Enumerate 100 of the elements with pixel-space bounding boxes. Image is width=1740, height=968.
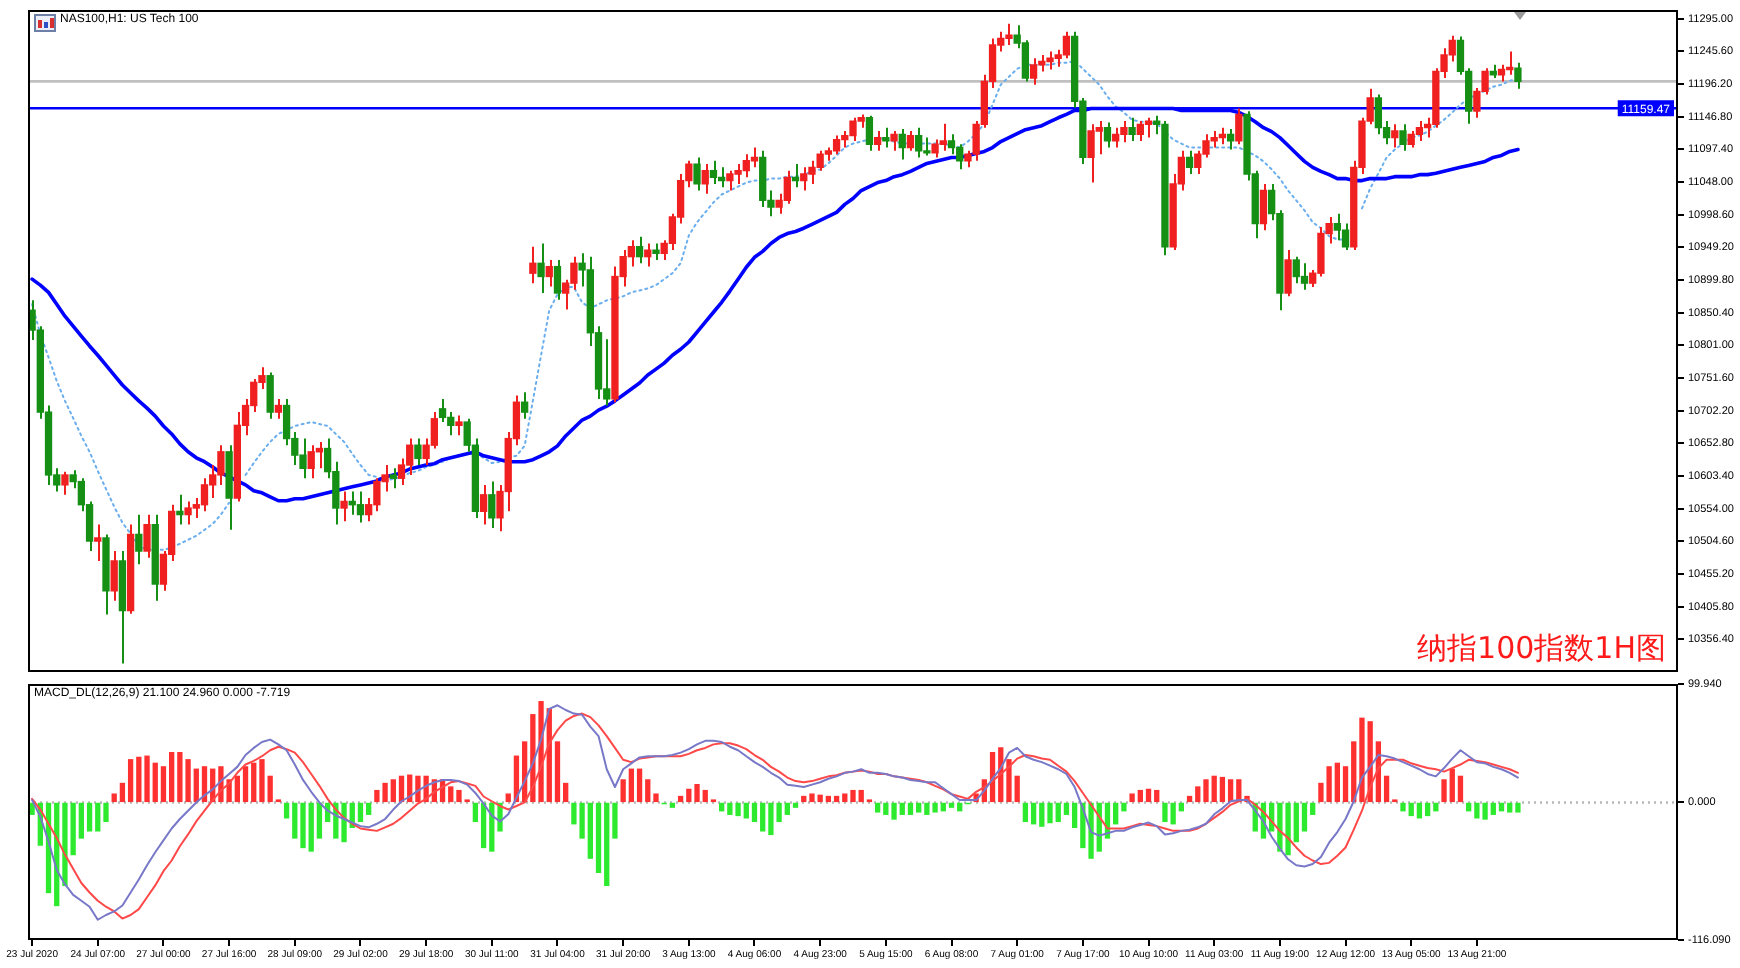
bar: [152, 762, 158, 803]
bar: [1507, 802, 1513, 813]
bar: [1162, 802, 1168, 823]
candlestick: [939, 122, 947, 152]
bar: [357, 802, 364, 823]
candlestick: [1514, 61, 1522, 90]
bar: [185, 759, 191, 803]
candlestick: [1103, 121, 1112, 149]
candlestick: [299, 437, 307, 480]
candlestick: [1292, 255, 1300, 285]
candlestick: [947, 133, 956, 156]
bar: [86, 802, 93, 832]
bar: [341, 802, 347, 843]
candlestick: [488, 480, 496, 529]
bar: [604, 802, 610, 887]
bar: [242, 766, 249, 803]
bar: [1474, 802, 1480, 819]
bar: [1154, 789, 1160, 803]
candlestick: [529, 245, 537, 285]
bar: [694, 784, 700, 803]
candlestick: [849, 116, 857, 142]
bar: [1022, 802, 1029, 823]
bar: [727, 802, 733, 815]
candlestick: [1399, 123, 1407, 152]
candlestick: [898, 128, 906, 161]
candlestick: [1120, 120, 1128, 144]
candlestick: [693, 156, 701, 192]
bar: [948, 802, 955, 808]
candlestick: [340, 490, 348, 523]
candlestick: [1062, 30, 1071, 60]
bar: [825, 795, 832, 803]
bar: [636, 768, 643, 803]
annotation: 纳指100指数1H图: [1417, 629, 1666, 666]
bar: [169, 752, 175, 803]
bar: [1482, 802, 1488, 820]
candlestick: [1333, 212, 1341, 242]
bar: [1030, 802, 1037, 825]
bar: [677, 795, 684, 803]
candlestick: [143, 513, 151, 559]
bar: [842, 793, 848, 803]
bar: [456, 789, 462, 803]
candlestick: [832, 134, 841, 156]
bar: [686, 788, 692, 803]
candlestick: [1144, 116, 1153, 139]
candlestick: [373, 477, 381, 513]
candlestick: [1226, 128, 1235, 151]
candlestick: [1128, 116, 1136, 142]
bar: [1515, 802, 1521, 813]
candlestick: [389, 467, 397, 490]
candlestick: [135, 513, 143, 566]
candlestick: [1300, 262, 1309, 291]
candlestick: [808, 159, 816, 185]
bar: [924, 802, 930, 815]
bar: [932, 802, 938, 813]
bar: [702, 789, 708, 803]
bar: [1285, 802, 1291, 856]
candlestick: [537, 242, 545, 295]
candlestick: [742, 153, 750, 179]
candlestick: [1284, 249, 1292, 298]
candlestick: [890, 129, 898, 152]
bar: [833, 795, 840, 803]
candlestick: [356, 490, 365, 524]
bar: [1047, 802, 1053, 824]
candlestick: [635, 235, 644, 265]
candlestick: [176, 493, 184, 526]
bar: [1203, 779, 1209, 803]
candlestick: [701, 163, 709, 195]
candlestick: [520, 391, 529, 420]
bar: [1195, 786, 1201, 803]
candlestick: [61, 470, 69, 496]
bar: [735, 802, 741, 817]
bar: [1490, 802, 1496, 815]
bar: [891, 802, 897, 820]
candlestick: [865, 114, 874, 152]
bar: [448, 786, 454, 803]
candlestick: [438, 397, 447, 424]
bar: [177, 752, 183, 803]
candlestick: [266, 371, 274, 420]
bar: [1424, 802, 1431, 817]
bar: [1055, 802, 1061, 823]
bar: [1408, 802, 1414, 817]
bar: [792, 802, 799, 808]
candlestick: [915, 126, 923, 159]
candlestick: [726, 169, 734, 192]
bar: [1400, 802, 1406, 812]
bar: [874, 802, 881, 813]
bar: [127, 759, 134, 803]
bar: [899, 802, 905, 815]
candlestick: [1341, 222, 1350, 252]
candlestick: [479, 483, 488, 526]
candlestick: [455, 414, 463, 437]
bar: [1170, 802, 1176, 825]
bar: [1145, 788, 1152, 803]
candlestick: [184, 500, 192, 526]
bar: [1457, 775, 1464, 803]
bar: [883, 802, 889, 815]
bar: [1219, 776, 1226, 803]
candlestick: [553, 258, 562, 301]
bar: [801, 795, 807, 803]
bar: [390, 779, 396, 803]
